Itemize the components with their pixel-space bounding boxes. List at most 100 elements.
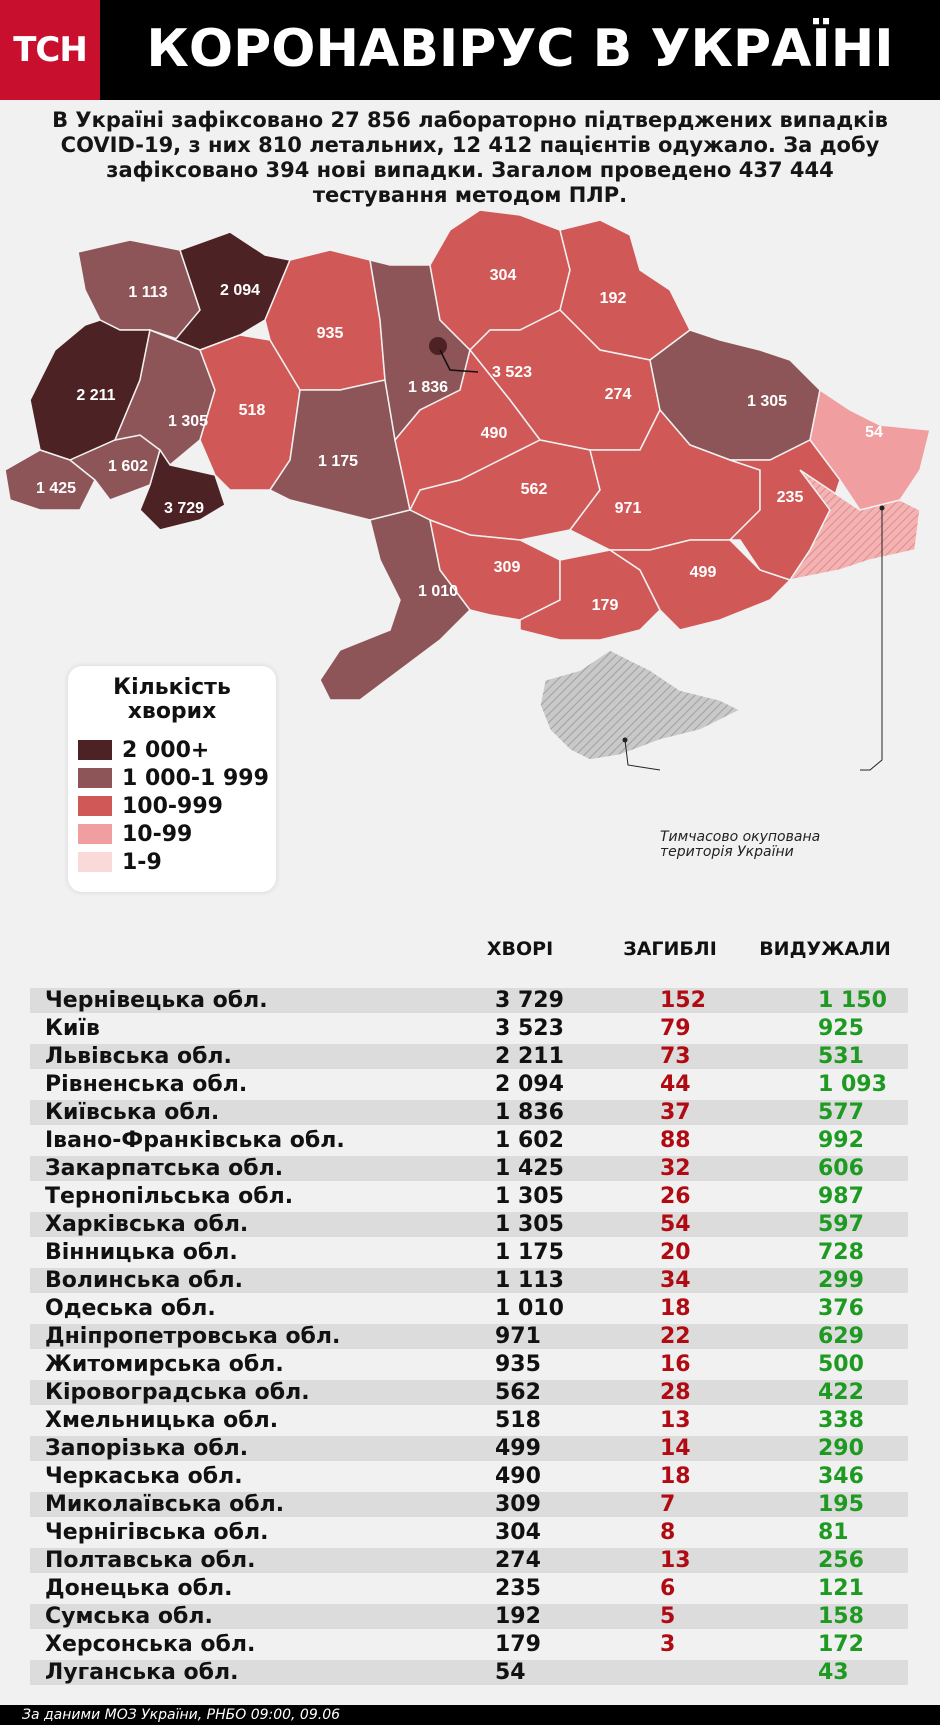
recovered-count: 338 [818,1408,864,1433]
ukraine-map: 1 113 2 094 935 304 192 2 211 1 305 518 … [4,210,931,771]
table-row: Одеська обл. 1 010 18 376 [30,1296,908,1321]
map-label: 54 [865,424,883,441]
region-zaporizhzhia [607,539,792,631]
dead-count: 26 [660,1184,691,1209]
region-name: Київ [45,1016,100,1041]
map-label: 562 [521,481,548,498]
table-row: Запорізька обл. 499 14 290 [30,1436,908,1461]
map-label: 3 523 [492,364,532,381]
dead-count: 28 [660,1380,691,1405]
sick-count: 1 113 [495,1268,564,1293]
legend-swatch [78,768,112,788]
legend-item: 100-999 [78,793,223,819]
legend-swatch [78,740,112,760]
map-label: 1 305 [168,413,208,430]
table-row: Чернігівська обл. 304 8 81 [30,1520,908,1545]
table-row: Харківська обл. 1 305 54 597 [30,1212,908,1237]
region-name: Одеська обл. [45,1296,216,1321]
legend-title: Кількість хворих [113,675,231,724]
sick-count: 309 [495,1492,541,1517]
header-dead: ЗАГИБЛІ [623,938,717,960]
map-label: 274 [605,386,632,403]
sick-count: 935 [495,1352,541,1377]
crimea-leader-line [624,739,661,771]
sick-count: 490 [495,1464,541,1489]
table-row: Миколаївська обл. 309 7 195 [30,1492,908,1517]
region-name: Черкаська обл. [45,1464,243,1489]
region-name: Чернігівська обл. [45,1520,269,1545]
recovered-count: 987 [818,1184,864,1209]
sick-count: 1 836 [495,1100,564,1125]
map-label: 935 [317,325,344,342]
map-label: 235 [777,489,804,506]
table-row: Київ 3 523 79 925 [30,1016,908,1041]
map-label: 1 175 [318,453,358,470]
sick-count: 1 175 [495,1240,564,1265]
occupied-east [788,469,921,582]
sick-count: 304 [495,1520,541,1545]
legend-label: 100-999 [122,793,223,819]
map-label: 1 425 [36,480,76,497]
table-row: Львівська обл. 2 211 73 531 [30,1044,908,1069]
region-name: Донецька обл. [45,1576,233,1601]
map-label: 2 211 [76,387,115,404]
dead-count: 88 [660,1128,691,1153]
table-row: Сумська обл. 192 5 158 [30,1604,908,1629]
dead-count: 8 [660,1520,676,1545]
legend-label: 1 000-1 999 [122,765,269,791]
region-name: Харківська обл. [45,1212,249,1237]
table-row: Київська обл. 1 836 37 577 [30,1100,908,1125]
crimea-occupied [539,649,742,761]
region-name: Київська обл. [45,1100,220,1125]
sick-count: 1 305 [495,1212,564,1237]
source-note: За даними МОЗ України, РНБО 09:00, 09.06 [22,1707,341,1723]
page-title: КОРОНАВІРУС В УКРАЇНІ [146,19,894,79]
dead-count: 32 [660,1156,691,1181]
table-row: Житомирська обл. 935 16 500 [30,1352,908,1377]
sick-count: 1 010 [495,1296,564,1321]
legend-label: 2 000+ [122,737,210,763]
legend-item: 1-9 [78,850,162,875]
dead-count: 73 [660,1044,691,1069]
dead-count: 18 [660,1296,691,1321]
recovered-count: 597 [818,1212,864,1237]
footer-bar: За даними МОЗ України, РНБО 09:00, 09.06 [0,1705,940,1725]
recovered-count: 728 [818,1240,864,1265]
logo-text: ТСН [13,30,88,70]
sick-count: 1 602 [495,1128,564,1153]
region-name: Полтавська обл. [45,1548,256,1573]
recovered-count: 172 [818,1632,864,1657]
region-name: Рівненська обл. [45,1072,248,1097]
map-legend: Кількість хворих 2 000+ 1 000-1 999 100-… [68,666,276,892]
recovered-count: 500 [818,1352,864,1377]
table-row: Черкаська обл. 490 18 346 [30,1464,908,1489]
recovered-count: 256 [818,1548,864,1573]
table-row: Луганська обл. 54 43 [30,1660,908,1685]
region-name: Івано-Франківська обл. [45,1128,345,1153]
recovered-count: 299 [818,1268,864,1293]
sick-count: 971 [495,1324,541,1349]
region-name: Дніпропетровська обл. [45,1324,341,1349]
map-label: 309 [494,559,521,576]
region-name: Волинська обл. [45,1268,243,1293]
dead-count: 79 [660,1016,691,1041]
recovered-count: 43 [818,1660,849,1685]
sick-count: 3 729 [495,988,564,1013]
dead-count: 14 [660,1436,691,1461]
legend-label: 10-99 [122,821,193,847]
table-row: Кіровоградська обл. 562 28 422 [30,1380,908,1405]
sick-count: 192 [495,1604,541,1629]
kyiv-city-marker [429,337,447,355]
table-row: Івано-Франківська обл. 1 602 88 992 [30,1128,908,1153]
recovered-count: 925 [818,1016,864,1041]
region-name: Чернівецька обл. [45,988,268,1013]
dead-count: 20 [660,1240,691,1265]
summary-text: В Україні зафіксовано 27 856 лабораторно… [52,108,888,207]
sick-count: 274 [495,1548,541,1573]
table-row: Хмельницька обл. 518 13 338 [30,1408,908,1433]
region-name: Миколаївська обл. [45,1492,285,1517]
dead-count: 6 [660,1576,676,1601]
map-label: 3 729 [164,500,204,517]
legend-item: 2 000+ [78,737,210,763]
east-leader-line [860,508,883,771]
